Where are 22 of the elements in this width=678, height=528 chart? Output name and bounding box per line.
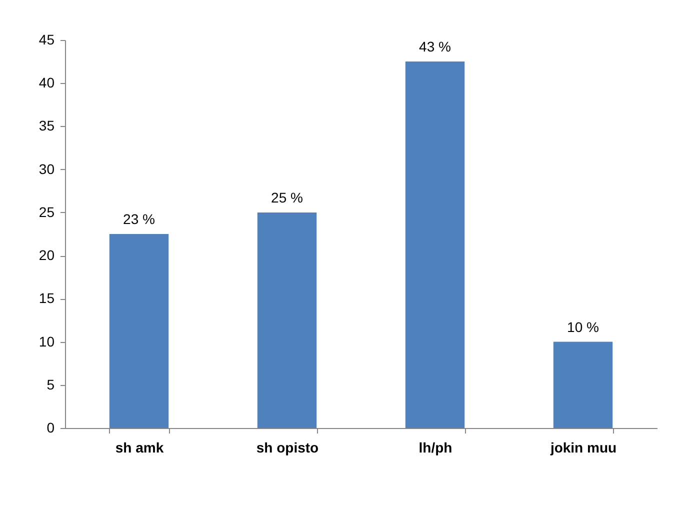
x-tick-label: sh amk xyxy=(115,440,164,456)
y-tick-label: 30 xyxy=(38,160,55,177)
x-tick-label: lh/ph xyxy=(418,440,452,456)
bar xyxy=(109,234,169,428)
x-tick-label: jokin muu xyxy=(549,440,617,456)
y-tick-label: 45 xyxy=(38,32,55,48)
data-label: 10 % xyxy=(567,318,599,335)
bar xyxy=(405,62,465,428)
y-tick-label: 25 xyxy=(38,204,55,220)
bar xyxy=(553,342,613,428)
y-tick-label: 35 xyxy=(38,118,55,134)
y-tick-label: 5 xyxy=(46,376,55,392)
data-label: 25 % xyxy=(271,189,303,206)
x-tick-label: sh opisto xyxy=(256,440,319,456)
data-label: 23 % xyxy=(123,211,155,227)
y-tick-label: 0 xyxy=(46,420,55,436)
y-tick-label: 40 xyxy=(38,74,55,91)
data-label: 43 % xyxy=(419,38,451,55)
y-tick-label: 20 xyxy=(38,247,55,264)
bar xyxy=(257,212,317,428)
y-tick-label: 10 xyxy=(38,333,55,350)
y-tick-label: 15 xyxy=(38,290,55,306)
